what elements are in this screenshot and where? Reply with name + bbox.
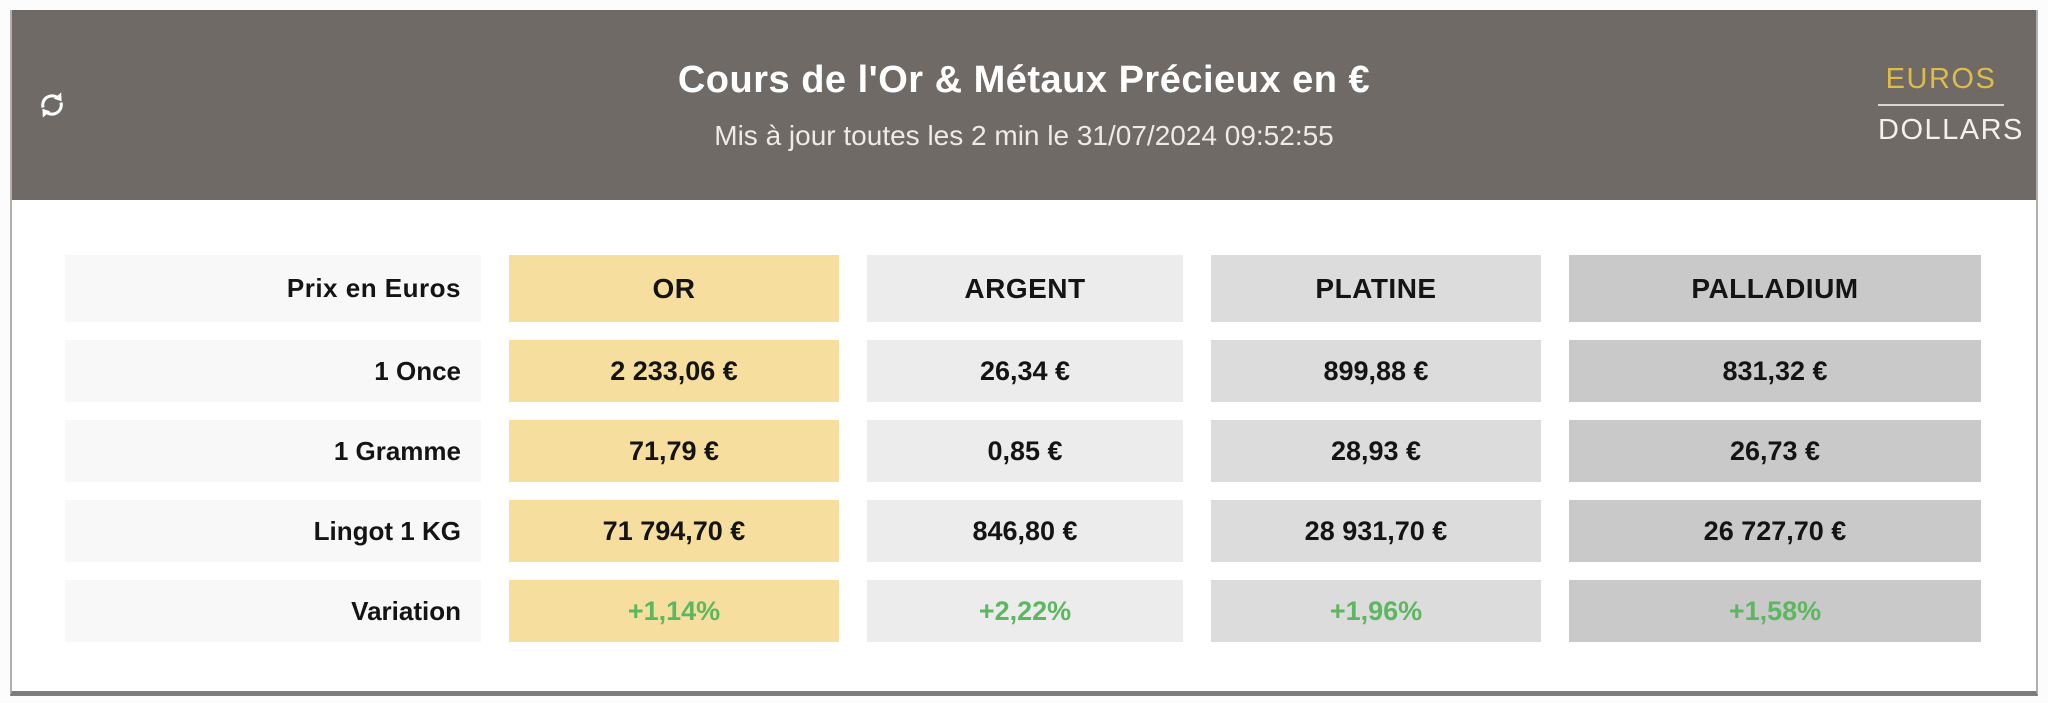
price-once-palladium: 831,32 € (1569, 340, 1981, 402)
variation-palladium: +1,58% (1569, 580, 1981, 642)
price-gramme-or: 71,79 € (509, 420, 839, 482)
table-corner-header: Prix en Euros (65, 255, 481, 322)
row-label-lingot: Lingot 1 KG (65, 500, 481, 562)
widget-header: Cours de l'Or & Métaux Précieux en € Mis… (12, 10, 2036, 200)
widget-card: Cours de l'Or & Métaux Précieux en € Mis… (10, 10, 2038, 696)
price-lingot-platine: 28 931,70 € (1211, 500, 1541, 562)
price-once-platine: 899,88 € (1211, 340, 1541, 402)
refresh-button[interactable] (32, 85, 72, 125)
currency-option-euros[interactable]: EUROS (1885, 63, 1997, 95)
row-label-variation: Variation (65, 580, 481, 642)
currency-option-dollars[interactable]: DOLLARS (1878, 114, 2024, 146)
column-header-or: OR (509, 255, 839, 322)
variation-argent: +2,22% (867, 580, 1183, 642)
prices-table: Prix en Euros OR ARGENT PLATINE PALLADIU… (65, 255, 1981, 642)
refresh-icon (36, 92, 68, 124)
row-label-gramme: 1 Gramme (65, 420, 481, 482)
variation-or: +1,14% (509, 580, 839, 642)
row-label-once: 1 Once (65, 340, 481, 402)
currency-toggle: EUROS DOLLARS (1878, 55, 2024, 155)
price-once-argent: 26,34 € (867, 340, 1183, 402)
variation-platine: +1,96% (1211, 580, 1541, 642)
currency-divider (1878, 104, 2004, 106)
price-gramme-palladium: 26,73 € (1569, 420, 1981, 482)
price-gramme-argent: 0,85 € (867, 420, 1183, 482)
price-gramme-platine: 28,93 € (1211, 420, 1541, 482)
price-once-or: 2 233,06 € (509, 340, 839, 402)
price-lingot-palladium: 26 727,70 € (1569, 500, 1981, 562)
page-title: Cours de l'Or & Métaux Précieux en € (677, 58, 1371, 101)
last-updated-text: Mis à jour toutes les 2 min le 31/07/202… (714, 119, 1334, 151)
column-header-platine: PLATINE (1211, 255, 1541, 322)
column-header-argent: ARGENT (867, 255, 1183, 322)
price-lingot-or: 71 794,70 € (509, 500, 839, 562)
column-header-palladium: PALLADIUM (1569, 255, 1981, 322)
price-lingot-argent: 846,80 € (867, 500, 1183, 562)
